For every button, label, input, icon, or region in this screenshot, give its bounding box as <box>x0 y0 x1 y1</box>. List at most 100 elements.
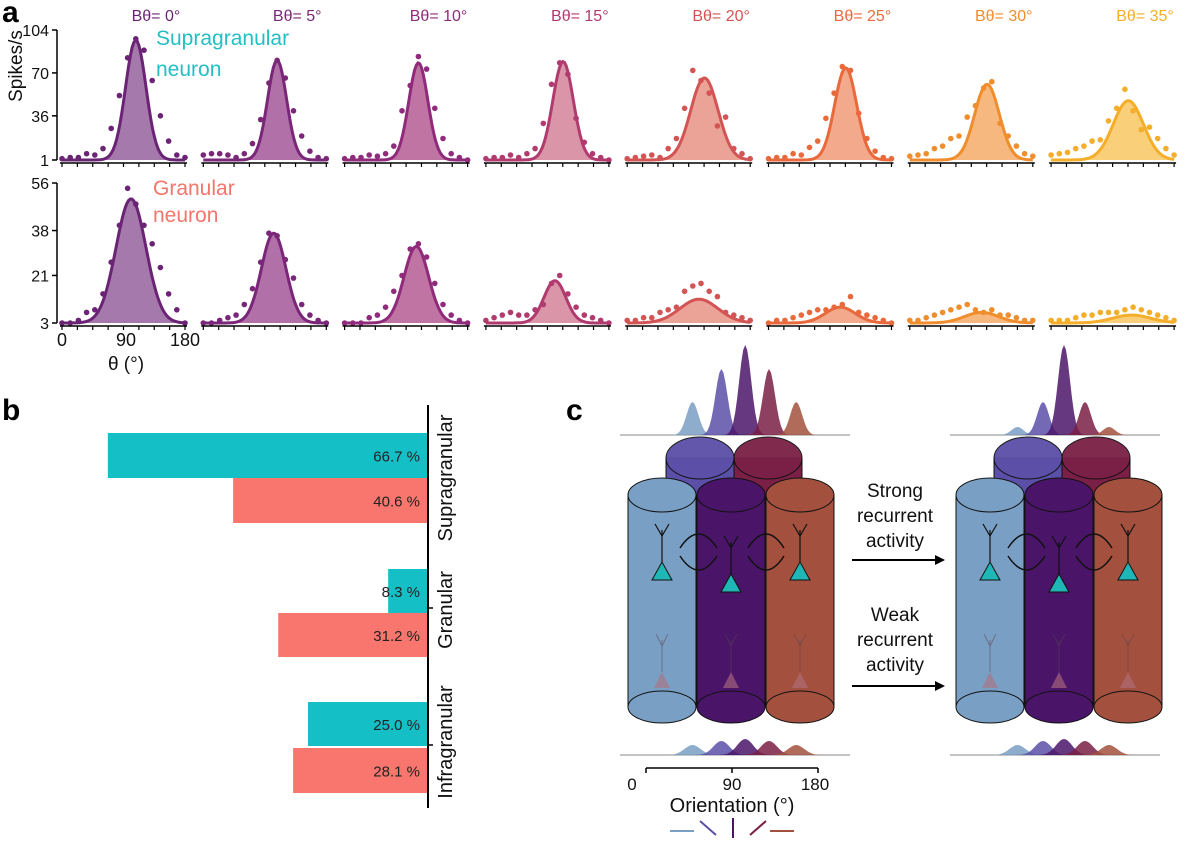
data-point <box>907 153 913 159</box>
data-point <box>1089 138 1095 144</box>
data-point <box>432 105 438 112</box>
data-point <box>59 155 65 162</box>
data-point <box>765 155 772 162</box>
pyramidal-neuron-icon <box>720 572 742 593</box>
dendrite-faded <box>1121 633 1135 672</box>
bar-data-label: 66.7 % <box>373 449 420 466</box>
tuning-curve-line <box>1051 99 1175 162</box>
data-point <box>980 85 987 91</box>
data-point <box>116 92 123 99</box>
tuning-curve-fill <box>768 67 892 160</box>
pyramidal-neuron-icon <box>1117 560 1139 581</box>
data-point <box>200 152 207 158</box>
data-point <box>149 77 155 84</box>
data-point <box>1048 317 1054 324</box>
data-point <box>706 288 712 295</box>
bandwidth-label: Bθ= 30° <box>975 8 1033 25</box>
data-point <box>75 154 82 161</box>
data-point <box>823 307 829 313</box>
orientation-distribution <box>729 369 809 435</box>
supragranular-label-line1: Supragranular <box>156 27 289 50</box>
data-point <box>507 309 514 316</box>
data-point <box>706 90 712 96</box>
data-point <box>1171 317 1177 324</box>
data-point <box>208 150 215 157</box>
dendrite-faded <box>724 633 738 672</box>
orientation-distribution <box>1069 745 1149 755</box>
data-point <box>307 148 313 154</box>
bar-data-label: 8.3 % <box>382 584 420 601</box>
data-point <box>407 82 414 89</box>
data-point <box>581 312 588 318</box>
data-point <box>831 304 837 311</box>
data-point <box>1013 314 1020 321</box>
orientation-distribution <box>652 402 733 435</box>
data-point <box>266 230 272 236</box>
strong-label-line1: Strong <box>867 481 923 502</box>
tuning-curves-supragranular: 1 36 70 104 <box>22 23 1177 170</box>
dendrite <box>1120 523 1136 562</box>
column-top <box>696 477 766 513</box>
data-point <box>814 138 821 144</box>
y-tick-label: 36 <box>31 109 49 126</box>
data-point <box>606 157 612 163</box>
y-tick-label: 104 <box>22 23 49 40</box>
data-point <box>839 301 846 308</box>
data-point <box>532 307 538 313</box>
data-point <box>1048 152 1054 158</box>
data-point <box>997 312 1003 318</box>
panel-b: b 66.7 % 40.6 % 8.3 % 31.2 % 25.0 % 28.1 % Su… <box>2 394 457 808</box>
orientation-tick-180: 180 <box>801 775 829 794</box>
recurrent-arrow-icon <box>1075 555 1113 571</box>
tuning-curve-line <box>627 297 751 325</box>
data-point <box>1030 317 1036 324</box>
y-tick-label: 1 <box>40 153 49 170</box>
orientation-distribution <box>705 345 786 435</box>
data-point <box>1097 309 1104 316</box>
data-point <box>640 153 647 159</box>
data-point <box>499 154 506 161</box>
data-point <box>872 314 878 321</box>
column-top <box>733 436 803 480</box>
panel-c: c Strong recurrent activity Weak recurre… <box>566 345 1163 838</box>
x-axis-label: θ (°) <box>108 354 144 375</box>
data-point <box>931 312 938 318</box>
data-point <box>790 150 796 157</box>
tuning-curve-fill <box>485 61 609 160</box>
data-point <box>997 120 1003 127</box>
data-point <box>731 312 737 318</box>
data-point <box>216 317 223 324</box>
column-bottom <box>955 690 1025 724</box>
data-point <box>108 259 114 266</box>
column-top <box>665 436 735 480</box>
arrow-head-icon <box>935 555 945 565</box>
data-point <box>722 114 729 120</box>
data-point <box>415 241 422 247</box>
data-point <box>964 301 970 308</box>
dendrite-faded <box>983 633 997 672</box>
data-point <box>1021 317 1028 324</box>
panel-a: a Spikes/s 1 36 70 104 3 21 38 56 Bθ= 0° Bθ= 5°… <box>2 0 1177 375</box>
column-bottom <box>1024 690 1094 724</box>
data-point <box>747 155 753 162</box>
tuning-curve-line <box>203 231 327 325</box>
data-point <box>907 317 913 324</box>
data-point <box>548 81 555 88</box>
data-point <box>315 154 321 161</box>
weak-label-line2: recurrent <box>857 630 934 651</box>
data-point <box>1081 312 1087 318</box>
data-point <box>640 314 647 321</box>
tuning-curve-line <box>62 38 185 162</box>
data-point <box>67 320 73 326</box>
orientation-distribution <box>681 741 762 755</box>
data-point <box>100 291 106 297</box>
data-point <box>864 135 870 142</box>
column-top <box>955 477 1025 513</box>
column-bottom <box>765 690 835 724</box>
supragranular-label-line2: neuron <box>156 58 221 81</box>
data-point <box>366 314 373 321</box>
data-point <box>323 320 330 326</box>
data-point <box>174 152 180 158</box>
arrow-head-icon <box>935 681 945 691</box>
data-point <box>157 113 164 119</box>
